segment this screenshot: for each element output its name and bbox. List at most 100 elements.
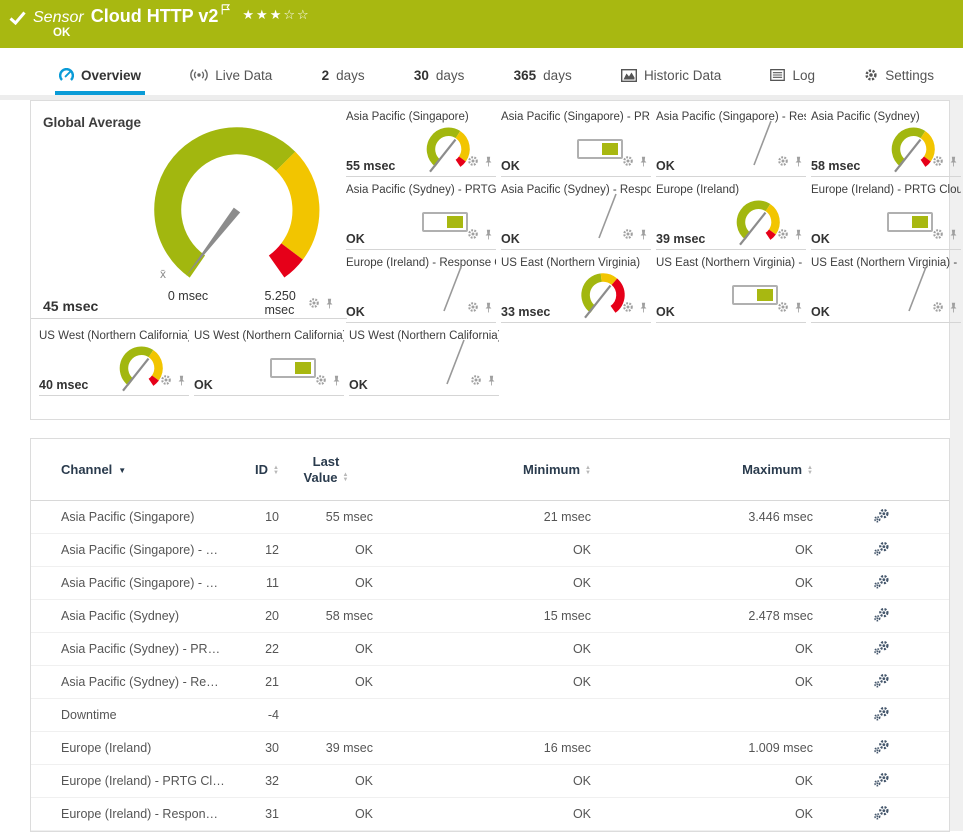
channel-tile[interactable]: US East (Northern Virginia) - … OK: [811, 255, 961, 323]
tab-label: Settings: [885, 67, 934, 83]
pin-icon[interactable]: [176, 373, 187, 391]
gear-icon[interactable]: [777, 154, 789, 172]
gears-icon[interactable]: [873, 706, 890, 724]
pin-icon[interactable]: [638, 227, 649, 245]
gears-icon[interactable]: [873, 607, 890, 625]
last-value-cell: OK: [354, 543, 373, 557]
channel-tile[interactable]: Europe (Ireland) - PRTG Cloud… OK: [811, 182, 961, 250]
pin-icon[interactable]: [793, 154, 804, 172]
sort-toggle-icon[interactable]: ▲ ▼: [342, 472, 349, 484]
pin-icon[interactable]: [948, 154, 959, 172]
table-row: Asia Pacific (Sydney) - PR… 22 OK OK OK: [31, 633, 949, 666]
pin-icon[interactable]: [331, 373, 342, 391]
channel-tile[interactable]: Asia Pacific (Singapore) 55 msec: [346, 109, 496, 177]
channel-name-cell: Asia Pacific (Singapore): [61, 510, 195, 524]
pin-icon[interactable]: [793, 300, 804, 318]
gear-icon[interactable]: [467, 227, 479, 245]
channel-tile[interactable]: Asia Pacific (Sydney) 58 msec: [811, 109, 961, 177]
gears-icon[interactable]: [873, 805, 890, 823]
gear-icon[interactable]: [622, 227, 634, 245]
gear-icon[interactable]: [622, 154, 634, 172]
sort-toggle-icon[interactable]: ▲ ▼: [585, 464, 591, 476]
column-header-channel[interactable]: Channel ▼: [61, 462, 233, 477]
flag-icon[interactable]: [221, 2, 231, 20]
gear-icon[interactable]: [315, 373, 327, 391]
gear-icon[interactable]: [932, 227, 944, 245]
pin-icon[interactable]: [948, 300, 959, 318]
gear-icon[interactable]: [467, 154, 479, 172]
sort-toggle-icon[interactable]: ▲ ▼: [273, 464, 279, 476]
gear-icon[interactable]: [308, 296, 320, 314]
channel-tile[interactable]: Europe (Ireland) 39 msec: [656, 182, 806, 250]
global-average-tile[interactable]: Global Average x̄ 0 msec 5.250 msec 45 m…: [31, 101, 347, 319]
table-row: Asia Pacific (Sydney) - Re… 21 OK OK OK: [31, 666, 949, 699]
gear-icon[interactable]: [777, 227, 789, 245]
gears-icon[interactable]: [873, 574, 890, 592]
column-header-minimum[interactable]: Minimum ▲ ▼: [373, 462, 591, 477]
tab-settings[interactable]: Settings: [860, 59, 938, 95]
gears-icon[interactable]: [873, 640, 890, 658]
table-row: Europe (Ireland) 30 39 msec 16 msec 1.009 ms…: [31, 732, 949, 765]
column-header-id[interactable]: ID ▲ ▼: [233, 462, 279, 477]
tab-30-days[interactable]: 30 days: [410, 59, 469, 95]
pin-icon[interactable]: [324, 296, 335, 314]
channel-tile[interactable]: US East (Northern Virginia) - … OK: [656, 255, 806, 323]
pin-icon[interactable]: [486, 373, 497, 391]
tile-title: Asia Pacific (Sydney) - Respo…: [501, 184, 651, 196]
pin-icon[interactable]: [948, 227, 959, 245]
channel-settings-cell: [813, 574, 949, 592]
channel-tile[interactable]: US West (Northern California) 40 msec: [39, 328, 189, 396]
gear-icon[interactable]: [622, 300, 634, 318]
gauge-value: 45 msec: [43, 298, 99, 314]
gears-icon[interactable]: [873, 508, 890, 526]
gears-icon[interactable]: [873, 673, 890, 691]
gear-icon[interactable]: [932, 154, 944, 172]
sort-toggle-icon[interactable]: ▲ ▼: [807, 464, 813, 476]
table-row: Asia Pacific (Sydney) 20 58 msec 15 msec 2.4…: [31, 600, 949, 633]
tab-2-days[interactable]: 2 days: [318, 59, 369, 95]
tab-live-data[interactable]: Live Data: [186, 59, 276, 95]
gear-icon[interactable]: [932, 300, 944, 318]
settings-gear-icon: [864, 68, 878, 82]
column-header-last-value[interactable]: Last Value ▲ ▼: [279, 454, 373, 486]
channel-settings-cell: [813, 772, 949, 790]
tile-value: OK: [346, 232, 365, 246]
tab-log[interactable]: Log: [766, 59, 819, 95]
channel-tile[interactable]: US West (Northern California)… OK: [349, 328, 499, 396]
channel-tile[interactable]: Asia Pacific (Sydney) - Respo… OK: [501, 182, 651, 250]
pin-icon[interactable]: [483, 154, 494, 172]
gear-icon[interactable]: [160, 373, 172, 391]
tab-365-days[interactable]: 365 days: [510, 59, 576, 95]
gear-icon[interactable]: [777, 300, 789, 318]
id-cell: 30: [265, 741, 279, 755]
gears-icon[interactable]: [873, 739, 890, 757]
pin-icon[interactable]: [483, 227, 494, 245]
tab-overview[interactable]: Overview: [55, 59, 146, 95]
tile-gauge: [714, 192, 798, 255]
pin-icon[interactable]: [638, 300, 649, 318]
channel-tile[interactable]: Europe (Ireland) - Response C… OK: [346, 255, 496, 323]
tile-value: OK: [194, 378, 213, 392]
gear-icon[interactable]: [467, 300, 479, 318]
tile-value: 33 msec: [501, 305, 551, 319]
column-header-label: Maximum: [742, 462, 803, 477]
mean-marker: x̄: [160, 267, 166, 281]
channel-tile[interactable]: Asia Pacific (Singapore) - Res… OK: [656, 109, 806, 177]
tile-status-toggle-indicator: [270, 358, 316, 378]
column-header-maximum[interactable]: Maximum ▲ ▼: [591, 462, 813, 477]
priority-stars[interactable]: ★★★☆☆: [242, 7, 311, 22]
tile-title: US West (Northern California)…: [349, 330, 499, 342]
tile-title: Asia Pacific (Singapore): [346, 111, 469, 123]
sensor-status-badge: OK: [53, 27, 71, 39]
tab-historic-data[interactable]: Historic Data: [617, 59, 725, 95]
pin-icon[interactable]: [793, 227, 804, 245]
gears-icon[interactable]: [873, 772, 890, 790]
pin-icon[interactable]: [483, 300, 494, 318]
channel-tile[interactable]: US West (Northern California)… OK: [194, 328, 344, 396]
gear-icon[interactable]: [470, 373, 482, 391]
channel-tile[interactable]: US East (Northern Virginia) 33 msec: [501, 255, 651, 323]
channel-tile[interactable]: Asia Pacific (Sydney) - PRTG … OK: [346, 182, 496, 250]
gears-icon[interactable]: [873, 541, 890, 559]
channel-tile[interactable]: Asia Pacific (Singapore) - PR… OK: [501, 109, 651, 177]
pin-icon[interactable]: [638, 154, 649, 172]
